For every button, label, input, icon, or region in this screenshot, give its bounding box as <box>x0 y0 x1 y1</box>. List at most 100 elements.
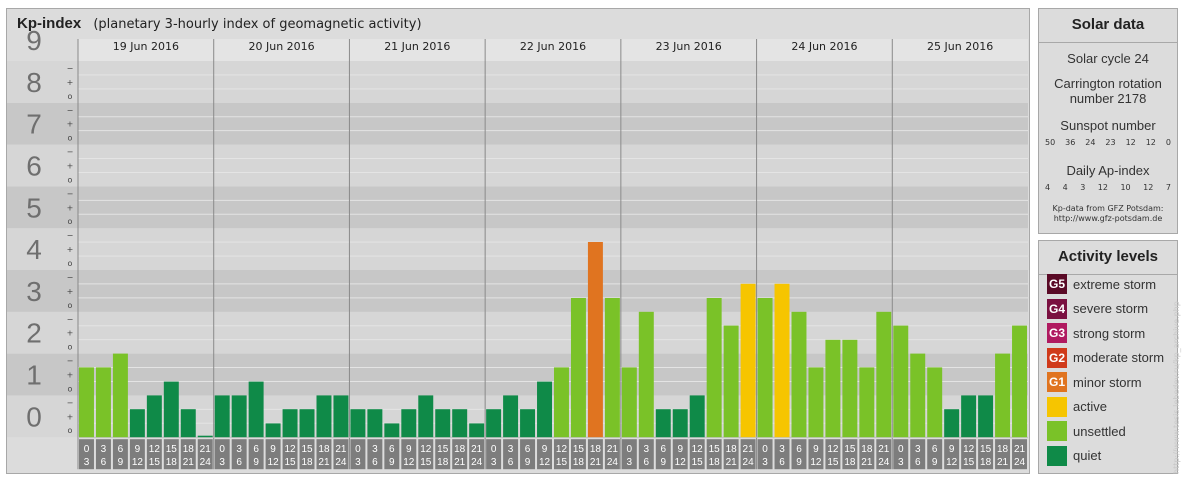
level-label: unsettled <box>1073 423 1126 439</box>
interval-end-label: 24 <box>878 457 890 468</box>
level-swatch <box>1047 445 1067 466</box>
interval-start-label: 9 <box>813 444 819 455</box>
interval-start-label: 21 <box>471 444 483 455</box>
kp-bar <box>265 423 281 438</box>
interval-end-label: 21 <box>726 457 738 468</box>
ap-value: 4 <box>1045 183 1051 192</box>
interval-start-label: 6 <box>389 444 395 455</box>
kp-bar <box>638 311 654 438</box>
interval-cell <box>146 439 162 470</box>
kp-bar <box>537 381 552 438</box>
day-label: 20 Jun 2016 <box>248 40 314 53</box>
interval-start-label: 3 <box>915 444 921 455</box>
interval-cell <box>944 439 960 470</box>
kp-bar <box>910 353 926 438</box>
interval-cell <box>79 439 94 470</box>
sunspot-value: 23 <box>1105 138 1116 147</box>
sub-tick-mark: o <box>68 134 73 143</box>
kp-bar <box>282 409 298 438</box>
kp-chart-panel: Kp-index (planetary 3-hourly index of ge… <box>6 8 1030 474</box>
interval-cell <box>706 439 722 470</box>
interval-cell <box>537 439 552 470</box>
sub-tick-mark: o <box>68 92 73 101</box>
ap-value: 7 <box>1165 183 1171 192</box>
kp-bar <box>740 283 756 438</box>
ap-index-values: 4 4 3 12 10 12 7 <box>1045 183 1171 192</box>
interval-start-label: 0 <box>219 444 225 455</box>
interval-start-label: 0 <box>84 444 90 455</box>
interval-end-label: 6 <box>236 457 242 468</box>
day-label: 19 Jun 2016 <box>113 40 179 53</box>
interval-start-label: 6 <box>932 444 938 455</box>
interval-end-label: 24 <box>335 457 347 468</box>
interval-cell <box>961 439 977 470</box>
carrington-line-2: number 2178 <box>1069 91 1147 106</box>
interval-start-label: 0 <box>627 444 633 455</box>
interval-end-label: 6 <box>644 457 650 468</box>
interval-end-label: 9 <box>389 457 395 468</box>
sub-tick-mark: + <box>67 162 74 171</box>
level-label: extreme storm <box>1073 276 1157 292</box>
kp-bar <box>944 409 960 438</box>
y-tick-label: 1 <box>26 360 42 391</box>
sunspot-value: 50 <box>1045 138 1056 147</box>
interval-start-label: 21 <box>878 444 890 455</box>
interval-start-label: 9 <box>949 444 955 455</box>
day-label: 23 Jun 2016 <box>656 40 722 53</box>
interval-end-label: 21 <box>183 457 195 468</box>
interval-start-label: 18 <box>318 444 330 455</box>
sub-tick-mark: + <box>67 245 74 254</box>
interval-start-label: 15 <box>573 444 585 455</box>
day-label: 21 Jun 2016 <box>384 40 450 53</box>
interval-start-label: 3 <box>236 444 242 455</box>
interval-end-label: 12 <box>946 457 958 468</box>
level-band <box>7 353 1028 396</box>
activity-level-minor-storm: G1 minor storm <box>1047 372 1142 392</box>
kp-bar <box>112 353 128 438</box>
interval-start-label: 6 <box>525 444 531 455</box>
day-label: 24 Jun 2016 <box>791 40 857 53</box>
interval-cell <box>978 439 994 470</box>
source-link[interactable]: http://www.gfz-potsdam.de <box>1053 214 1163 223</box>
interval-end-label: 18 <box>166 457 178 468</box>
kp-bar <box>418 395 434 438</box>
y-tick-label: 2 <box>26 318 42 349</box>
day-header-strip <box>78 39 1028 61</box>
interval-end-label: 12 <box>132 457 144 468</box>
interval-end-label: 9 <box>932 457 938 468</box>
interval-cell <box>672 439 688 470</box>
interval-start-label: 9 <box>677 444 683 455</box>
sunspot-label: Sunspot number <box>1060 118 1156 133</box>
interval-end-label: 9 <box>660 457 666 468</box>
interval-cell <box>418 439 434 470</box>
kp-bar <box>384 423 400 438</box>
sub-tick-mark: − <box>67 357 74 366</box>
sunspot-value: 12 <box>1125 138 1136 147</box>
interval-start-label: 6 <box>118 444 124 455</box>
kp-bar <box>350 409 366 438</box>
solar-data-title: Solar data <box>1071 16 1145 33</box>
interval-end-label: 15 <box>827 457 839 468</box>
kp-bar <box>231 395 247 438</box>
kp-bar <box>842 339 858 438</box>
interval-start-label: 18 <box>861 444 873 455</box>
interval-end-label: 6 <box>779 457 785 468</box>
kp-bar <box>248 381 264 438</box>
kp-bar <box>604 298 620 438</box>
kp-bar <box>978 395 994 438</box>
interval-cell <box>384 439 400 470</box>
interval-start-label: 12 <box>963 444 975 455</box>
level-swatch: G1 <box>1047 372 1067 392</box>
interval-end-label: 15 <box>284 457 296 468</box>
kp-bar <box>79 367 94 438</box>
interval-cell <box>808 439 824 470</box>
interval-start-label: 18 <box>454 444 466 455</box>
y-tick-label: 0 <box>26 401 42 432</box>
interval-cell <box>876 439 892 470</box>
sunspot-value: 24 <box>1085 138 1096 147</box>
kp-bar <box>689 395 705 438</box>
ap-value: 3 <box>1080 183 1086 192</box>
kp-bar <box>672 409 688 438</box>
interval-start-label: 21 <box>200 444 212 455</box>
sub-tick-mark: o <box>68 259 73 268</box>
